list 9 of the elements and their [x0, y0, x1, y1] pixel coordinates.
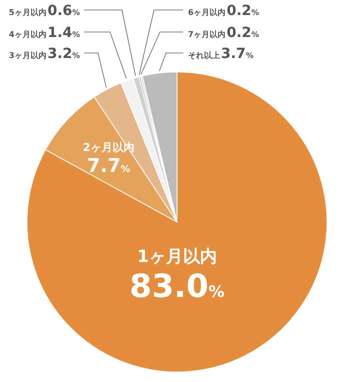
slice-label: 7ヶ月以内	[188, 30, 226, 39]
slice-label: 6ヶ月以内	[188, 8, 226, 17]
data-label: 83.0%	[130, 267, 224, 306]
slice-label: 3ヶ月以内	[8, 51, 46, 60]
slice-label: 1ヶ月以内	[137, 247, 217, 267]
slice-label: 5ヶ月以内	[8, 8, 46, 17]
slice-label: 4ヶ月以内	[8, 30, 46, 39]
data-label: 7.7%	[87, 154, 131, 177]
slice-label: それ以上	[188, 51, 220, 60]
